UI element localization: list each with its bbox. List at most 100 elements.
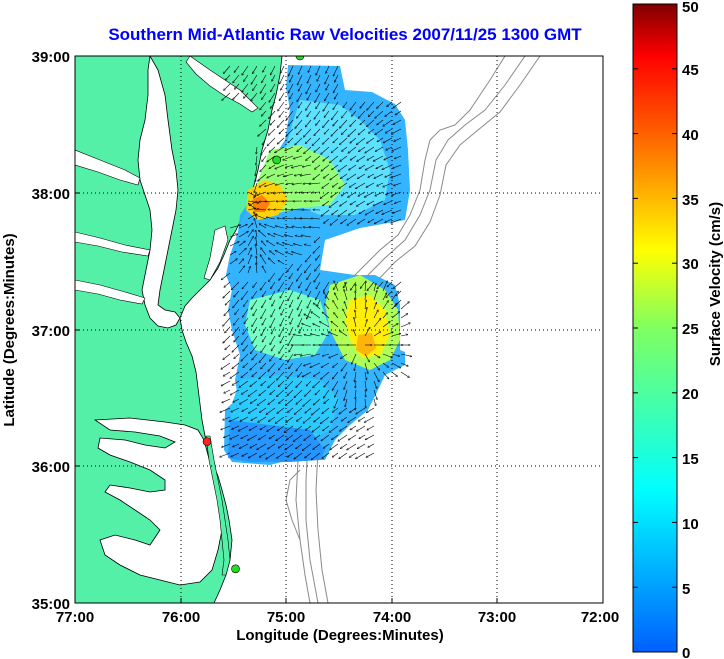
velocity-vector <box>247 230 253 238</box>
velocity-vector <box>356 407 366 414</box>
velocity-vector <box>288 101 294 110</box>
velocity-vector <box>278 281 285 291</box>
velocity-vector <box>373 362 380 370</box>
velocity-vector <box>223 65 231 74</box>
velocity-vector <box>231 281 240 290</box>
velocity-vector <box>366 407 375 413</box>
velocity-vector <box>350 281 357 290</box>
velocity-vector <box>312 192 321 193</box>
velocity-vector <box>247 236 253 247</box>
velocity-vector <box>243 344 249 351</box>
velocity-vector <box>340 119 348 128</box>
velocity-vector <box>298 83 303 91</box>
velocity-vector <box>344 289 348 301</box>
velocity-vector <box>350 119 357 127</box>
velocity-vector <box>340 137 348 145</box>
velocity-vector <box>364 191 375 197</box>
velocity-vector <box>315 92 321 103</box>
velocity-field <box>224 65 410 465</box>
velocity-vector <box>256 215 267 220</box>
velocity-vector <box>259 452 267 457</box>
velocity-vector <box>269 110 276 119</box>
velocity-vector <box>277 243 285 247</box>
velocity-vector <box>344 380 348 390</box>
velocity-vector <box>382 313 388 319</box>
velocity-vector <box>279 398 285 403</box>
velocity-vector <box>394 200 402 203</box>
velocity-vector <box>238 266 245 274</box>
velocity-vector <box>364 362 368 374</box>
velocity-vector <box>377 101 384 108</box>
velocity-vector <box>322 452 330 458</box>
velocity-vector <box>294 407 303 414</box>
velocity-vector <box>298 101 303 108</box>
velocity-vector <box>270 335 276 345</box>
velocity-vectors <box>220 65 412 460</box>
velocity-vector <box>394 137 402 141</box>
velocity-vector <box>366 182 375 187</box>
y-tick-label: 38:00 <box>32 186 70 203</box>
velocity-vector <box>232 380 240 385</box>
velocity-vector <box>350 155 357 160</box>
velocity-vector <box>340 353 348 359</box>
velocity-vector <box>325 74 330 84</box>
velocity-vector <box>349 209 357 215</box>
velocity-vector <box>391 128 402 134</box>
velocity-vector <box>267 241 276 247</box>
velocity-vector <box>368 173 375 177</box>
velocity-vector <box>305 389 312 396</box>
velocity-vector <box>308 65 312 72</box>
velocity-vector <box>283 173 294 176</box>
velocity-vector <box>242 65 249 75</box>
velocity-vector <box>288 83 294 93</box>
velocity-vector <box>364 353 369 362</box>
velocity-vector <box>341 128 348 135</box>
velocity-vector <box>294 389 303 398</box>
velocity-vector <box>364 319 367 328</box>
y-tick-label: 35:00 <box>32 596 70 613</box>
velocity-vector <box>305 119 312 127</box>
velocity-vector <box>297 110 303 118</box>
velocity-vector <box>400 362 408 366</box>
velocity-vector <box>223 353 231 360</box>
velocity-vector <box>331 191 339 197</box>
velocity-vector <box>241 434 249 439</box>
velocity-vector <box>258 173 267 181</box>
velocity-vector <box>364 371 367 380</box>
y-tick-labels: 39:00 38:00 37:00 36:00 35:00 <box>32 49 70 613</box>
velocity-vector <box>332 209 339 215</box>
velocity-vector <box>314 272 321 282</box>
velocity-vector <box>373 200 384 206</box>
velocity-vector <box>270 371 276 378</box>
velocity-vector <box>359 164 366 169</box>
velocity-vector <box>373 332 381 337</box>
velocity-vector <box>373 283 376 292</box>
velocity-vector <box>332 164 339 170</box>
velocity-vector <box>315 263 321 271</box>
velocity-vector <box>275 146 285 153</box>
velocity-vector <box>294 452 303 459</box>
velocity-vector <box>288 290 294 301</box>
velocity-vector <box>286 110 294 120</box>
velocity-vector <box>350 407 357 413</box>
velocity-vector <box>357 443 366 449</box>
velocity-vector <box>281 65 285 73</box>
velocity-vector <box>233 74 240 83</box>
velocity-vector <box>259 407 267 413</box>
velocity-vector <box>338 434 348 441</box>
velocity-vector <box>322 182 330 188</box>
radar-sites <box>202 56 305 574</box>
velocity-vector <box>278 260 285 265</box>
velocity-vector <box>285 164 294 167</box>
velocity-vector <box>322 353 330 356</box>
velocity-vector <box>234 353 240 359</box>
velocity-vector <box>302 324 312 328</box>
velocity-vector <box>280 290 285 298</box>
velocity-vector <box>393 209 402 213</box>
velocity-vector <box>222 92 231 100</box>
velocity-vector <box>296 362 303 371</box>
velocity-vector <box>391 334 401 337</box>
velocity-vector <box>365 281 366 292</box>
velocity-vector <box>287 452 294 457</box>
velocity-vector <box>382 301 388 310</box>
